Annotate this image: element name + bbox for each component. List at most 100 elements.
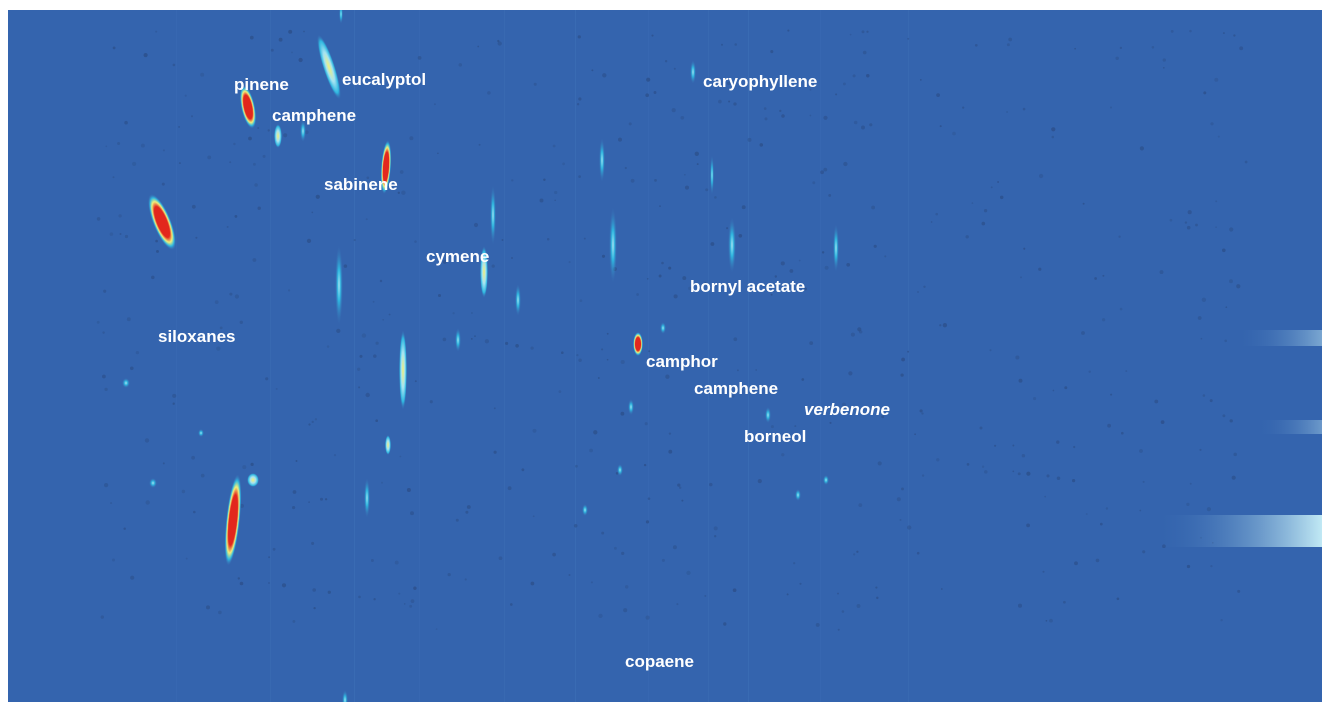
noise-speck <box>916 290 920 294</box>
noise-speck <box>281 583 287 588</box>
noise-layer <box>96 10 1248 702</box>
noise-speck <box>1202 394 1206 397</box>
noise-speck <box>353 239 356 242</box>
noise-speck <box>828 193 832 197</box>
noise-speck <box>409 136 414 141</box>
noise-speck <box>1073 445 1076 449</box>
noise-speck <box>688 286 692 291</box>
noise-speck <box>568 261 571 264</box>
noise-speck <box>952 131 956 136</box>
noise-speck <box>620 359 625 365</box>
noise-speck <box>648 350 651 353</box>
noise-speck <box>1229 279 1233 284</box>
pinene-peak <box>239 85 257 129</box>
noise-speck <box>1046 474 1050 478</box>
modulation-streak <box>575 10 576 702</box>
noise-speck <box>178 125 181 128</box>
noise-speck <box>474 335 476 338</box>
noise-speck <box>100 615 104 619</box>
noise-speck <box>1209 399 1213 403</box>
noise-speck <box>764 117 768 121</box>
noise-speck <box>907 525 912 530</box>
noise-speck <box>343 264 348 268</box>
noise-speck <box>1220 619 1223 622</box>
noise-speck <box>270 48 274 52</box>
noise-speck <box>464 578 467 581</box>
noise-speck <box>239 581 244 586</box>
bleed-streak <box>1258 420 1322 434</box>
noise-speck <box>578 175 581 178</box>
noise-speck <box>786 593 789 596</box>
annotation-label: pinene <box>234 75 289 94</box>
noise-speck <box>1051 127 1056 132</box>
chromatogram-peak <box>795 489 801 501</box>
noise-speck <box>1101 318 1106 322</box>
noise-speck <box>1056 440 1060 444</box>
chromatogram-peak <box>399 330 407 410</box>
noise-speck <box>491 264 495 268</box>
noise-speck <box>646 77 651 82</box>
noise-speck <box>981 465 985 468</box>
noise-speck <box>856 550 859 553</box>
noise-speck <box>324 498 328 501</box>
annotation-label: borneol <box>744 427 806 446</box>
noise-speck <box>1015 355 1020 360</box>
noise-speck <box>965 235 969 239</box>
noise-speck <box>896 497 901 502</box>
noise-speck <box>1119 307 1123 311</box>
noise-speck <box>1105 507 1109 510</box>
noise-speck <box>366 176 370 180</box>
noise-speck <box>781 453 785 457</box>
noise-speck <box>267 129 270 132</box>
noise-speck <box>226 225 229 228</box>
noise-speck <box>714 535 717 538</box>
noise-speck <box>1186 502 1190 507</box>
noise-speck <box>375 419 379 423</box>
noise-speck <box>1006 110 1009 114</box>
noise-speck <box>1026 523 1031 528</box>
noise-speck <box>704 594 707 597</box>
noise-speck <box>658 274 662 278</box>
noise-speck <box>530 346 534 350</box>
noise-speck <box>732 588 737 593</box>
noise-speck <box>181 489 186 494</box>
noise-speck <box>620 411 625 416</box>
noise-speck <box>1038 267 1042 271</box>
noise-speck <box>710 242 715 246</box>
noise-speck <box>1052 389 1055 392</box>
chromatogram-peak <box>609 207 617 283</box>
noise-speck <box>1088 370 1091 373</box>
noise-speck <box>1210 122 1214 126</box>
noise-speck <box>705 188 709 192</box>
noise-speck <box>172 402 175 405</box>
noise-speck <box>573 524 578 528</box>
noise-speck <box>1081 331 1085 335</box>
noise-speck <box>962 106 965 109</box>
noise-speck <box>747 137 752 142</box>
annotation-label: siloxanes <box>158 327 236 346</box>
noise-speck <box>311 211 314 214</box>
noise-speck <box>112 558 115 562</box>
noise-speck <box>375 341 379 345</box>
noise-speck <box>815 622 820 627</box>
noise-speck <box>630 178 635 183</box>
noise-speck <box>162 462 165 465</box>
noise-speck <box>1018 378 1023 383</box>
modulation-streak <box>504 10 505 702</box>
noise-speck <box>823 115 828 120</box>
noise-speck <box>877 461 882 466</box>
noise-speck <box>326 345 330 348</box>
noise-speck <box>935 212 938 216</box>
noise-speck <box>704 281 707 284</box>
noise-speck <box>1044 495 1047 498</box>
noise-speck <box>117 142 121 145</box>
noise-speck <box>686 570 691 576</box>
noise-speck <box>668 266 672 270</box>
noise-speck <box>861 30 865 34</box>
noise-speck <box>921 474 925 477</box>
noise-speck <box>645 520 650 524</box>
noise-speck <box>268 556 271 559</box>
noise-speck <box>1231 475 1236 480</box>
noise-speck <box>849 33 852 36</box>
noise-speck <box>1095 558 1100 563</box>
